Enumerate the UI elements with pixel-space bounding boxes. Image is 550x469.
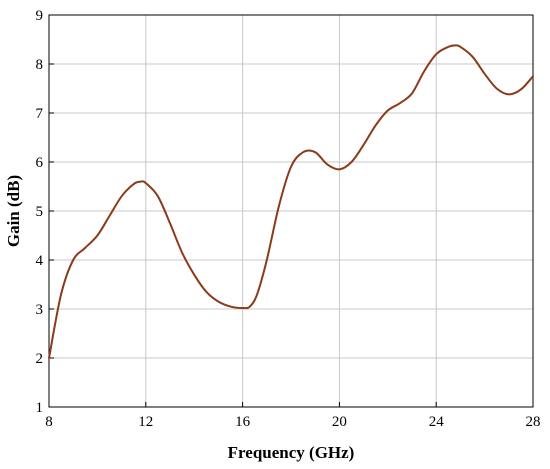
series-layer: [48, 44, 534, 359]
x-axis-title: Frequency (GHz): [228, 443, 355, 462]
grid: [48, 14, 534, 408]
gain-series-line: [48, 44, 534, 359]
ticks: [48, 14, 534, 408]
x-tick-labels: 8 12 16 20 24 28: [45, 414, 540, 430]
x-tick-label: 12: [138, 414, 153, 430]
x-tick-label: 16: [235, 414, 251, 430]
y-tick-label: 7: [36, 106, 44, 122]
x-tick-label: 8: [45, 414, 53, 430]
y-tick-label: 9: [36, 8, 44, 24]
y-tick-labels: 1 2 3 4 5 6 7 8 9: [36, 8, 44, 416]
y-tick-label: 2: [36, 351, 44, 367]
x-tick-label: 24: [429, 414, 445, 430]
y-tick-label: 6: [36, 155, 44, 171]
y-tick-label: 4: [36, 253, 44, 269]
x-tick-label: 20: [332, 414, 347, 430]
y-tick-label: 3: [36, 302, 44, 318]
y-tick-label: 5: [36, 204, 44, 220]
y-axis-title: Gain (dB): [4, 175, 23, 247]
y-tick-label: 1: [36, 400, 44, 416]
y-tick-label: 8: [36, 57, 44, 73]
x-tick-label: 28: [526, 414, 541, 430]
